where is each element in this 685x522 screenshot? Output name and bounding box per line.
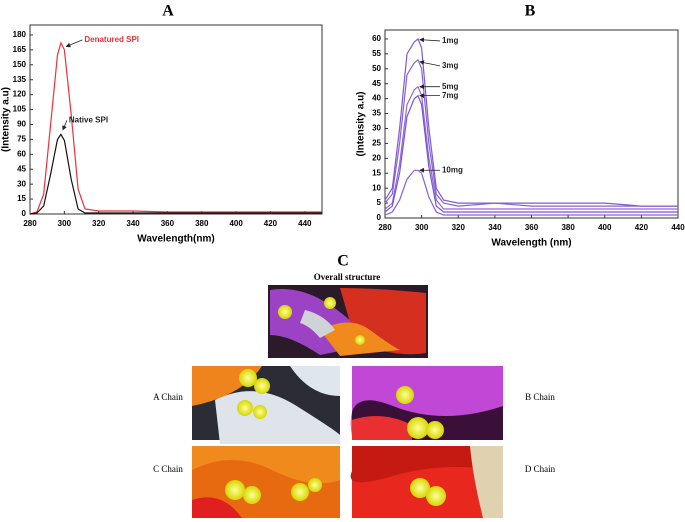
y-tick-label: 60 [17, 149, 26, 158]
x-tick-label: 400 [598, 223, 612, 232]
chart-title: A [162, 3, 174, 20]
series-label: 10mg [442, 165, 463, 174]
panel-label: C [337, 253, 349, 270]
y-tick-label: 25 [372, 139, 381, 148]
label-arrow [62, 120, 68, 131]
x-tick-label: 300 [58, 219, 72, 228]
chain-label: B Chain [525, 392, 555, 402]
y-tick-label: 15 [372, 168, 381, 177]
series-line [384, 58, 678, 207]
d-chain-image [350, 446, 503, 518]
series-line [29, 41, 322, 215]
series-label: 1mg [442, 36, 459, 45]
y-tick-label: 75 [17, 135, 26, 144]
x-tick-label: 340 [488, 223, 502, 232]
y-tick-label: 50 [372, 64, 381, 73]
b-chain-image [350, 366, 503, 440]
y-tick-label: 135 [13, 75, 27, 84]
y-tick-label: 15 [17, 194, 26, 203]
y-tick-label: 45 [372, 79, 381, 88]
x-tick-label: 420 [635, 223, 649, 232]
y-tick-label: 55 [372, 49, 381, 58]
series-line [384, 38, 678, 207]
series-line [384, 169, 678, 216]
x-tick-label: 380 [195, 219, 209, 228]
y-tick-label: 20 [372, 153, 381, 162]
label-arrow [419, 37, 440, 43]
y-tick-label: 180 [13, 30, 27, 39]
y-tick-label: 30 [17, 179, 26, 188]
y-tick-label: 90 [17, 120, 26, 129]
x-tick-label: 300 [415, 223, 429, 232]
x-tick-label: 360 [525, 223, 539, 232]
series-line [384, 94, 678, 213]
y-tick-label: 0 [377, 213, 382, 222]
y-axis-label: (Intensity a.u) [356, 91, 367, 156]
x-axis-label: Wavelength(nm) [137, 234, 214, 245]
y-tick-label: 120 [13, 90, 27, 99]
x-tick-label: 320 [92, 219, 106, 228]
overall-image [268, 285, 428, 358]
y-tick-label: 0 [22, 209, 27, 218]
label-arrow [419, 60, 441, 67]
series-label: 7mg [442, 91, 459, 100]
y-tick-label: 35 [372, 109, 381, 118]
series-line [29, 133, 322, 215]
label-arrow [65, 39, 83, 48]
x-tick-label: 280 [23, 219, 37, 228]
y-tick-label: 60 [372, 34, 381, 43]
y-tick-label: 30 [372, 124, 381, 133]
series-label: Native SPI [69, 116, 108, 125]
x-tick-label: 440 [298, 219, 312, 228]
chain-label: D Chain [525, 464, 556, 474]
x-axis-label: Wavelength (nm) [491, 238, 571, 249]
x-tick-label: 380 [561, 223, 575, 232]
x-tick-label: 400 [229, 219, 243, 228]
chart-title: B [525, 3, 536, 20]
x-tick-label: 360 [161, 219, 175, 228]
x-tick-label: 420 [264, 219, 278, 228]
y-tick-label: 150 [13, 60, 27, 69]
overall-label: Overall structure [314, 272, 381, 282]
a-chain-image [192, 366, 340, 444]
y-axis-label: (Intensity a.u) [1, 87, 12, 152]
chain-label: C Chain [153, 464, 183, 474]
series-line [384, 85, 678, 210]
y-tick-label: 105 [13, 105, 27, 114]
x-tick-label: 440 [671, 223, 685, 232]
y-tick-label: 45 [17, 164, 26, 173]
x-tick-label: 280 [378, 223, 392, 232]
y-tick-label: 5 [377, 198, 382, 207]
y-tick-label: 40 [372, 94, 381, 103]
plot-frame [29, 24, 323, 215]
series-label: 5mg [442, 82, 459, 91]
series-label: 3mg [442, 61, 459, 70]
x-tick-label: 320 [452, 223, 466, 232]
series-label: Denatured SPI [84, 35, 139, 44]
x-tick-label: 340 [126, 219, 140, 228]
y-tick-label: 165 [13, 45, 27, 54]
c-chain-image [192, 446, 340, 518]
chain-label: A Chain [153, 392, 183, 402]
y-tick-label: 10 [372, 183, 381, 192]
